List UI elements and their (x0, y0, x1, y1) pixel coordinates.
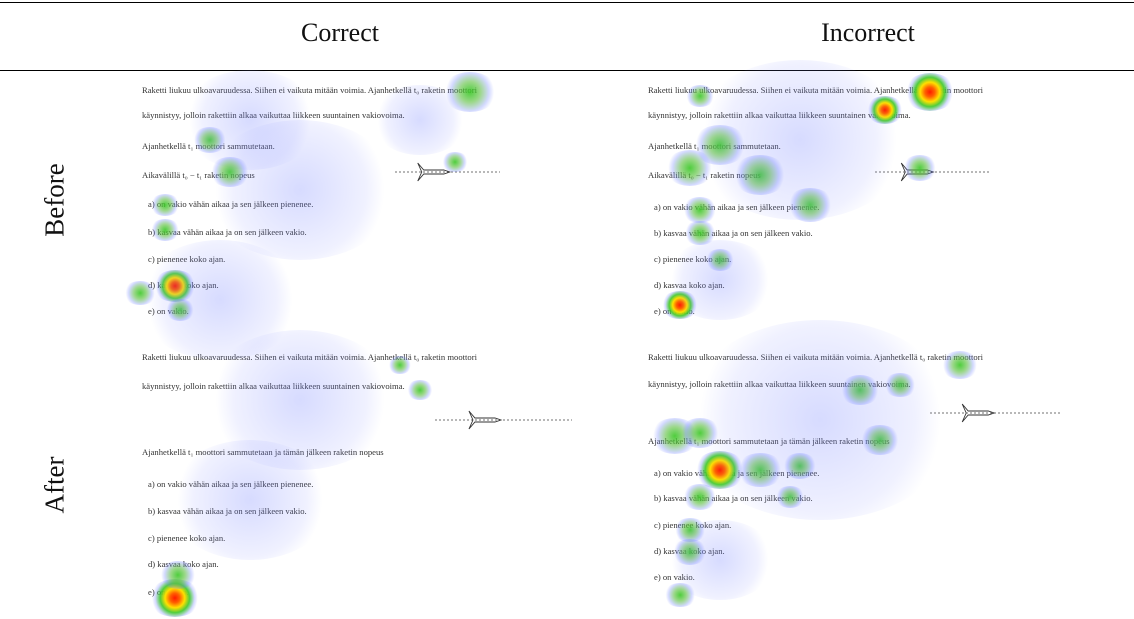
answer-option: d) kasvaa koko ajan. (148, 559, 219, 569)
answer-option: e) on vakio. (654, 572, 695, 582)
rocket-diagram (961, 403, 996, 423)
answer-option: b) kasvaa vähän aikaa ja on sen jälkeen … (148, 506, 307, 516)
column-header: Correct (301, 18, 379, 47)
question-line: Ajanhetkellä t₁ moottori sammutetaan ja … (142, 447, 384, 457)
question-line: käynnistyy, jolloin rakettiin alkaa vaik… (142, 110, 405, 120)
answer-option: d) kasvaa koko ajan. (148, 280, 219, 290)
rocket-diagram (417, 162, 452, 182)
rocket-diagram (468, 410, 503, 430)
answer-option: e) on vakio. (654, 306, 695, 316)
question-line: käynnistyy, jolloin rakettiin alkaa vaik… (648, 110, 911, 120)
answer-option: b) kasvaa vähän aikaa ja on sen jälkeen … (148, 227, 307, 237)
answer-option: a) on vakio vähän aikaa ja sen jälkeen p… (148, 199, 314, 209)
question-line: Raketti liukuu ulkoavaruudessa. Siihen e… (142, 85, 477, 95)
answer-option: d) kasvaa koko ajan. (654, 546, 725, 556)
answer-option: b) kasvaa vähän aikaa ja on sen jälkeen … (654, 228, 813, 238)
question-line: Raketti liukuu ulkoavaruudessa. Siihen e… (648, 85, 983, 95)
answer-option: e) on vakio. (148, 306, 189, 316)
answer-option: c) pienenee koko ajan. (148, 254, 226, 264)
column-header: Incorrect (821, 18, 915, 47)
question-line: käynnistyy, jolloin rakettiin alkaa vaik… (142, 381, 405, 391)
question-line: Ajanhetkellä t₁ moottori sammutetaan. (648, 141, 781, 151)
answer-option: a) on vakio vähän aikaa ja sen jälkeen p… (654, 468, 820, 478)
question-line: Ajanhetkellä t₁ moottori sammutetaan. (142, 141, 275, 151)
answer-option: c) pienenee koko ajan. (654, 254, 732, 264)
question-line: Aikavälillä t₀ − t₁ raketin nopeus (648, 170, 761, 180)
header-rule (0, 70, 1134, 71)
answer-option: a) on vakio vähän aikaa ja sen jälkeen p… (148, 479, 314, 489)
question-line: Raketti liukuu ulkoavaruudessa. Siihen e… (648, 352, 983, 362)
answer-option: c) pienenee koko ajan. (654, 520, 732, 530)
answer-option: e) on vakio. (148, 587, 189, 597)
top-rule (0, 2, 1134, 3)
question-line: käynnistyy, jolloin rakettiin alkaa vaik… (648, 379, 911, 389)
question-line: Aikavälillä t₀ − t₁ raketin nopeus (142, 170, 255, 180)
answer-option: a) on vakio vähän aikaa ja sen jälkeen p… (654, 202, 820, 212)
question-line: Ajanhetkellä t₁ moottori sammutetaan ja … (648, 436, 890, 446)
answer-option: c) pienenee koko ajan. (148, 533, 226, 543)
question-line: Raketti liukuu ulkoavaruudessa. Siihen e… (142, 352, 477, 362)
answer-option: b) kasvaa vähän aikaa ja on sen jälkeen … (654, 493, 813, 503)
answer-option: d) kasvaa koko ajan. (654, 280, 725, 290)
